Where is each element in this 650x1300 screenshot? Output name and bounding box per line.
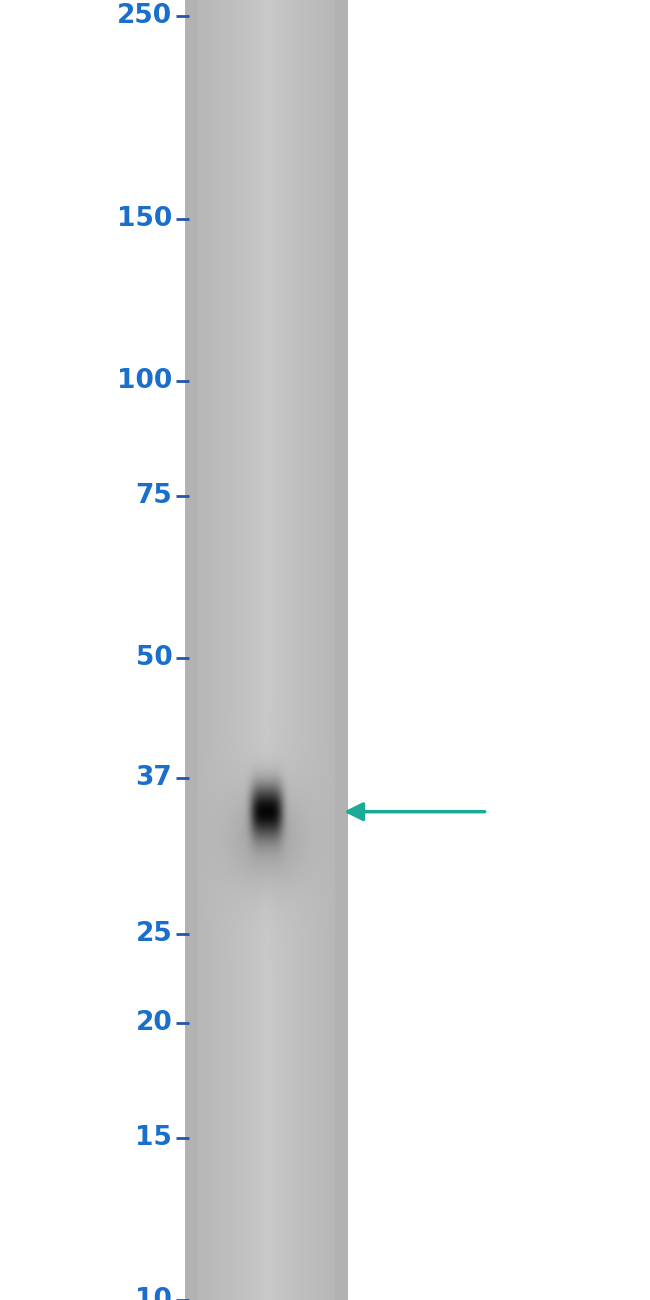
Text: 150: 150 xyxy=(117,207,172,233)
Text: 15: 15 xyxy=(135,1126,172,1152)
Text: 100: 100 xyxy=(117,368,172,394)
Text: 10: 10 xyxy=(135,1287,172,1300)
Text: 250: 250 xyxy=(117,3,172,29)
Text: 20: 20 xyxy=(135,1010,172,1036)
Text: 50: 50 xyxy=(135,645,172,671)
Text: 75: 75 xyxy=(135,484,172,510)
Text: 37: 37 xyxy=(135,764,172,790)
Text: 25: 25 xyxy=(135,922,172,948)
